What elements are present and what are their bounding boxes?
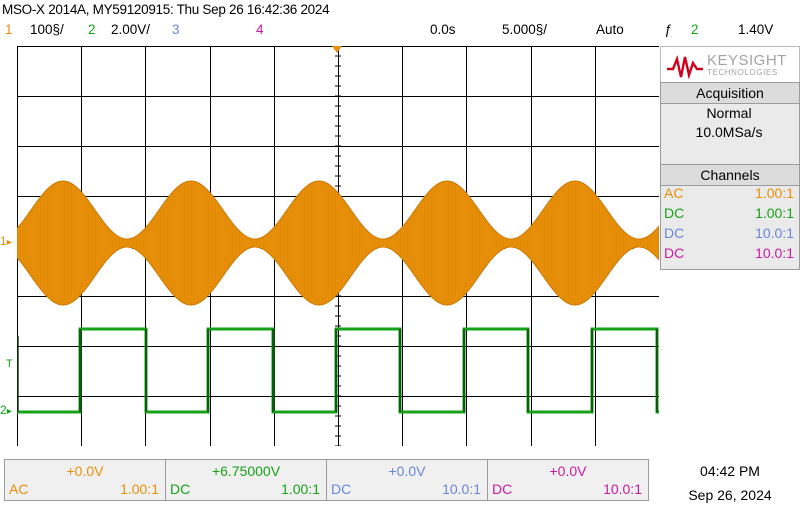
time-scale[interactable]: 5.000§/: [502, 22, 548, 37]
instrument-title: MSO-X 2014A, MY59120915: Thu Sep 26 16:4…: [2, 2, 330, 17]
ch2-waveform: [17, 327, 659, 414]
ch1-ground-marker[interactable]: 1▸: [0, 234, 12, 248]
ch2-offset-cell[interactable]: +6.75000V DC 1.00:1: [165, 459, 327, 501]
ch2-number[interactable]: 2: [88, 22, 96, 37]
time-position[interactable]: 0.0s: [430, 22, 456, 37]
sample-rate: 10.0MSa/s: [695, 124, 763, 140]
brand-subtitle: TECHNOLOGIES: [707, 68, 778, 77]
side-panel: KEYSIGHT TECHNOLOGIES Acquisition Normal…: [660, 46, 800, 446]
trigger-level-marker[interactable]: T: [6, 358, 13, 370]
acquisition-title: Acquisition: [660, 82, 800, 104]
ch1-waveform: [17, 180, 659, 306]
clock-time: 04:42 PM: [700, 463, 760, 479]
ch3-number[interactable]: 3: [172, 22, 180, 37]
ch1-offset-cell[interactable]: +0.0V AC 1.00:1: [4, 459, 166, 501]
trigger-position-icon: [332, 46, 342, 53]
clock: 04:42 PM Sep 26, 2024: [660, 459, 800, 507]
trigger-level[interactable]: 1.40V: [738, 22, 774, 37]
ch2-scale[interactable]: 2.00V/: [111, 22, 151, 37]
ch2-ground-marker[interactable]: 2▸: [0, 403, 12, 417]
ground-icon: ▸: [6, 406, 12, 417]
keysight-wave-icon: [667, 54, 703, 80]
channel-offset-bar: +0.0V AC 1.00:1 +6.75000V DC 1.00:1 +0.0…: [4, 459, 650, 501]
waveform-display[interactable]: [17, 46, 659, 446]
channels-title: Channels: [660, 164, 800, 186]
trigger-source[interactable]: 2: [691, 22, 699, 37]
acquisition-mode: Normal: [706, 105, 752, 121]
channel-row-3[interactable]: DC 10.0:1: [664, 225, 794, 241]
ground-icon: ▸: [6, 237, 12, 248]
ch4-offset-cell[interactable]: +0.0V DC 10.0:1: [487, 459, 649, 501]
brand-logo: KEYSIGHT TECHNOLOGIES: [660, 46, 800, 84]
ch1-scale[interactable]: 100§/: [30, 22, 64, 37]
trigger-edge-icon: ƒ: [664, 22, 672, 37]
trigger-mode[interactable]: Auto: [596, 22, 624, 37]
channel-row-1[interactable]: AC 1.00:1: [664, 185, 794, 201]
ch1-number[interactable]: 1: [5, 22, 13, 37]
channel-row-4[interactable]: DC 10.0:1: [664, 245, 794, 261]
brand-name: KEYSIGHT: [707, 52, 787, 69]
clock-date: Sep 26, 2024: [688, 487, 772, 503]
ch3-offset-cell[interactable]: +0.0V DC 10.0:1: [326, 459, 488, 501]
ch4-number[interactable]: 4: [256, 22, 264, 37]
channel-row-2[interactable]: DC 1.00:1: [664, 205, 794, 221]
